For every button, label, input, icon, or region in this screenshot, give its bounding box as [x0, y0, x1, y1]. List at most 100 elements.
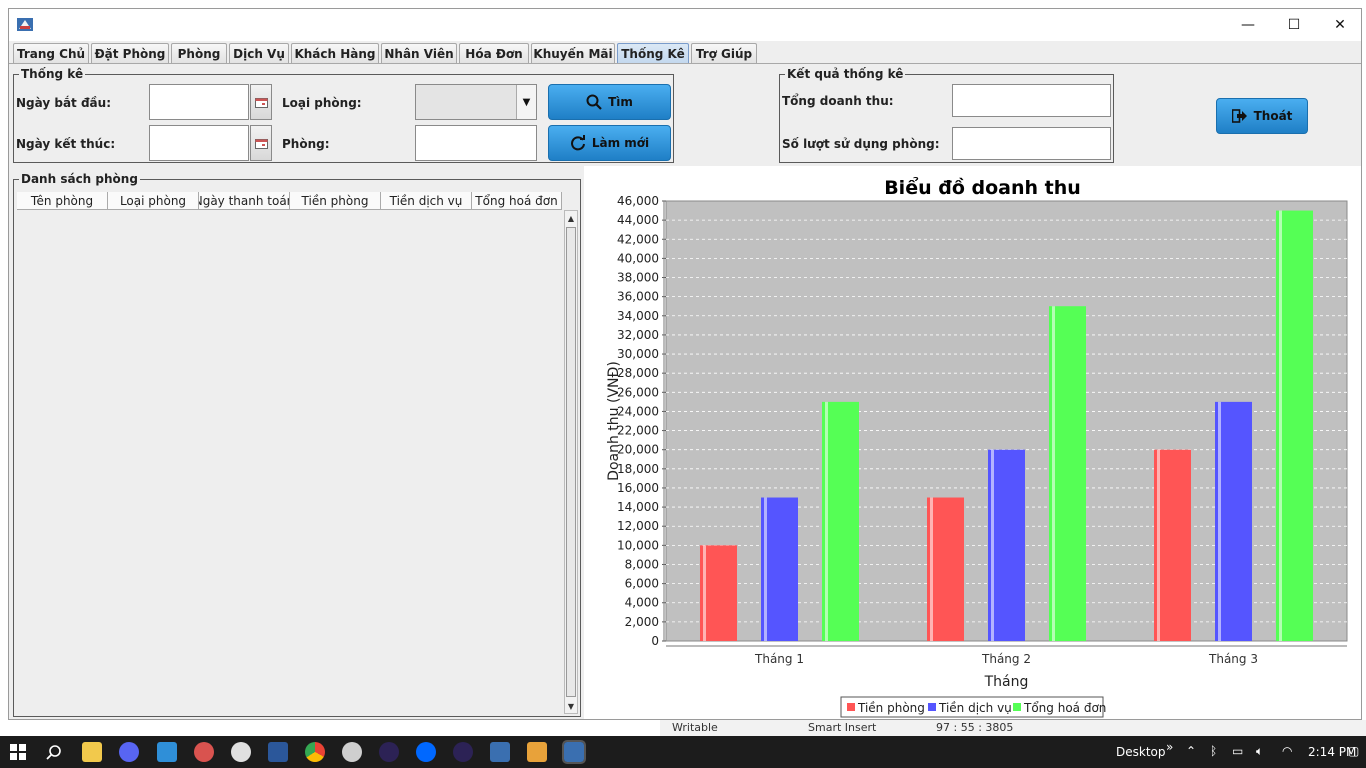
close-button[interactable]: ✕ — [1334, 17, 1346, 33]
column-header[interactable]: Tên phòng — [17, 192, 108, 209]
chart-title: Biểu đồ doanh thu — [884, 176, 1081, 199]
desktop-toolbar-label[interactable]: Desktop — [1116, 745, 1166, 759]
end-date-label: Ngày kết thúc: — [16, 137, 116, 151]
clock[interactable]: 2:14 PM — [1308, 745, 1357, 759]
column-header[interactable]: Tổng hoá đơn — [472, 192, 562, 209]
taskbar: Desktop » ⌃ ᛒ ▭ 🔈︎ ◠ 2:14 PM ▢ — [0, 736, 1366, 768]
java-app-icon[interactable] — [490, 742, 510, 762]
notification-icon[interactable]: ▢ — [1348, 744, 1360, 758]
legend-label: Tiền phòng — [857, 701, 925, 715]
eclipse-icon[interactable] — [379, 742, 399, 762]
room-label: Phòng: — [282, 137, 330, 151]
result-group: Kết quả thống kê Tổng doanh thu: Số lượt… — [779, 67, 1114, 163]
bar-highlight — [930, 497, 933, 641]
app-icon[interactable] — [231, 742, 251, 762]
end-date-field[interactable] — [149, 125, 249, 161]
bar-highlight — [1157, 449, 1160, 641]
file-explorer-icon[interactable] — [82, 742, 102, 762]
exit-button-label: Thoát — [1253, 109, 1293, 123]
bar — [1276, 210, 1313, 641]
column-header[interactable]: Ngày thanh toán — [199, 192, 290, 209]
status-writable: Writable — [672, 721, 718, 734]
y-tick-label: 0 — [651, 634, 659, 648]
vscode-icon[interactable] — [157, 742, 177, 762]
x-axis-label: Tháng — [984, 674, 1029, 690]
x-tick-label: Tháng 1 — [754, 652, 804, 666]
y-tick-label: 34,000 — [617, 309, 659, 323]
start-date-field[interactable] — [149, 84, 249, 120]
maximize-button[interactable]: ☐ — [1287, 17, 1301, 33]
column-header[interactable]: Tiền dịch vụ — [381, 192, 472, 209]
tab-trang-chu[interactable]: Trang Chủ — [13, 43, 89, 63]
zalo-icon[interactable] — [416, 742, 436, 762]
windows-start-icon[interactable] — [10, 744, 26, 760]
reset-button[interactable]: Làm mới — [548, 125, 671, 161]
vertical-scrollbar[interactable]: ▲ ▼ — [564, 210, 578, 714]
app-icon[interactable] — [527, 742, 547, 762]
app-icon[interactable] — [342, 742, 362, 762]
stats-group-title: Thống kê — [19, 67, 86, 81]
minimize-button[interactable]: — — [1241, 17, 1255, 33]
tab-dat-phong[interactable]: Đặt Phòng — [91, 43, 169, 63]
search-icon[interactable] — [46, 744, 62, 760]
y-tick-label: 38,000 — [617, 271, 659, 285]
app-icon[interactable] — [194, 742, 214, 762]
y-tick-label: 26,000 — [617, 385, 659, 399]
room-list-group: Danh sách phòng Tên phòng Loại phòng Ngà… — [13, 172, 581, 717]
bar-highlight — [991, 449, 994, 641]
x-tick-label: Tháng 2 — [981, 652, 1031, 666]
y-tick-label: 36,000 — [617, 290, 659, 304]
java-app-icon[interactable] — [562, 740, 586, 764]
bar-highlight — [1218, 401, 1221, 641]
tab-phong[interactable]: Phòng — [171, 43, 227, 63]
title-bar: — ☐ ✕ — [9, 9, 1361, 41]
tab-tro-giup[interactable]: Trợ Giúp — [691, 43, 757, 63]
exit-button[interactable]: Thoát — [1216, 98, 1308, 134]
start-date-calendar-button[interactable] — [250, 84, 272, 120]
eclipse-icon[interactable] — [453, 742, 473, 762]
chrome-icon[interactable] — [305, 742, 325, 762]
tray-chevron-up-icon[interactable]: ⌃ — [1186, 744, 1197, 758]
room-table-body[interactable] — [17, 210, 562, 714]
legend-swatch — [1013, 703, 1021, 711]
y-tick-label: 24,000 — [617, 404, 659, 418]
scroll-down-icon[interactable]: ▼ — [567, 701, 575, 711]
bar-highlight — [1279, 210, 1282, 641]
room-usage-field[interactable] — [952, 127, 1111, 160]
word-icon[interactable] — [268, 742, 288, 762]
revenue-chart: Biểu đồ doanh thu 0 2,000 4,000 6,000 8,000 10… — [606, 176, 1348, 718]
tab-khach-hang[interactable]: Khách Hàng — [291, 43, 379, 63]
tab-dich-vu[interactable]: Dịch Vụ — [229, 43, 289, 63]
wifi-icon[interactable]: ◠ — [1282, 744, 1293, 758]
tab-divider — [9, 63, 1361, 64]
tab-bar: Trang Chủ Đặt Phòng Phòng Dịch Vụ Khách … — [9, 41, 1361, 63]
room-field[interactable] — [415, 125, 537, 161]
room-type-dropdown[interactable]: ▼ — [415, 84, 537, 120]
tab-khuyen-mai[interactable]: Khuyến Mãi — [531, 43, 615, 63]
battery-icon[interactable]: ▭ — [1232, 744, 1244, 758]
legend-label: Tổng hoá đơn — [1023, 701, 1106, 715]
chevron-down-icon[interactable]: ▼ — [516, 85, 536, 119]
y-tick-label: 10,000 — [617, 538, 659, 552]
room-usage-label: Số lượt sử dụng phòng: — [782, 137, 940, 151]
total-revenue-field[interactable] — [952, 84, 1111, 117]
y-tick-label: 16,000 — [617, 481, 659, 495]
volume-icon[interactable]: 🔈︎ — [1256, 744, 1264, 758]
refresh-icon — [570, 135, 585, 151]
y-tick-label: 44,000 — [617, 213, 659, 227]
toolbar-overflow[interactable]: » — [1166, 740, 1174, 754]
search-button[interactable]: Tìm — [548, 84, 671, 120]
legend-swatch — [847, 703, 855, 711]
tab-hoa-don[interactable]: Hóa Đơn — [459, 43, 529, 63]
bluetooth-icon[interactable]: ᛒ — [1210, 744, 1218, 758]
end-date-calendar-button[interactable] — [250, 125, 272, 161]
discord-icon[interactable] — [119, 742, 139, 762]
column-header[interactable]: Tiền phòng — [290, 192, 381, 209]
tab-nhan-vien[interactable]: Nhân Viên — [381, 43, 457, 63]
result-group-title: Kết quả thống kê — [785, 67, 906, 81]
tab-thong-ke[interactable]: Thống Kê — [617, 43, 689, 63]
sign-out-icon — [1231, 109, 1247, 123]
column-header[interactable]: Loại phòng — [108, 192, 199, 209]
scroll-up-icon[interactable]: ▲ — [567, 213, 575, 223]
scroll-thumb[interactable] — [566, 227, 576, 697]
